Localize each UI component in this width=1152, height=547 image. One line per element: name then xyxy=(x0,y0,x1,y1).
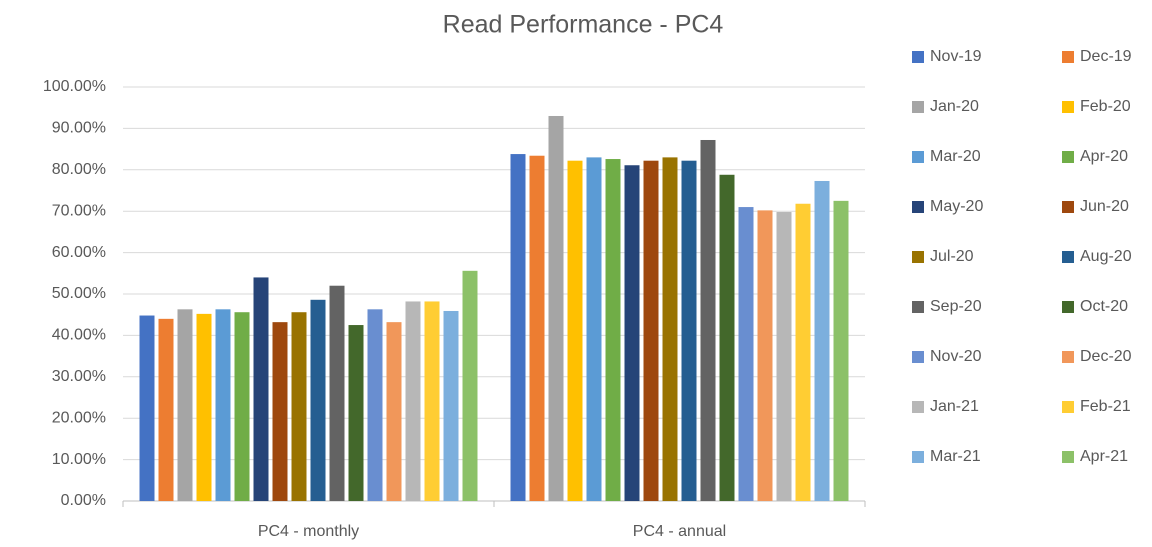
legend-swatch xyxy=(1062,51,1074,63)
legend-swatch xyxy=(912,401,924,413)
bar xyxy=(700,139,716,501)
legend-swatch xyxy=(912,451,924,463)
y-tick-label: 20.00% xyxy=(52,409,106,426)
bar xyxy=(462,270,478,501)
legend-label: Jan-20 xyxy=(930,98,979,115)
bar xyxy=(681,160,697,501)
bar xyxy=(291,312,307,501)
legend-swatch xyxy=(912,51,924,63)
bar xyxy=(272,322,288,501)
legend-swatch xyxy=(1062,151,1074,163)
bar xyxy=(719,174,735,501)
legend-swatch xyxy=(1062,101,1074,113)
y-tick-label: 10.00% xyxy=(52,451,106,468)
legend-label: Dec-20 xyxy=(1080,348,1132,365)
legend-swatch xyxy=(912,151,924,163)
legend-label: Nov-19 xyxy=(930,48,982,65)
bar xyxy=(833,200,849,501)
y-tick-label: 40.00% xyxy=(52,327,106,344)
legend-swatch xyxy=(1062,201,1074,213)
bar xyxy=(757,210,773,501)
legend-swatch xyxy=(1062,301,1074,313)
legend-swatch xyxy=(912,101,924,113)
legend-swatch xyxy=(1062,451,1074,463)
bar xyxy=(348,325,364,501)
legend-label: Jan-21 xyxy=(930,398,979,415)
y-tick-label: 100.00% xyxy=(43,78,106,95)
legend-label: Mar-21 xyxy=(930,448,981,465)
bar xyxy=(234,312,250,501)
y-tick-label: 60.00% xyxy=(52,244,106,261)
x-tick-label: PC4 - annual xyxy=(633,523,726,540)
bar xyxy=(624,165,640,501)
chart-title: Read Performance - PC4 xyxy=(443,11,724,39)
legend-swatch xyxy=(1062,351,1074,363)
legend-swatch xyxy=(912,301,924,313)
bar xyxy=(605,159,621,501)
y-tick-label: 0.00% xyxy=(61,492,106,509)
legend-label: May-20 xyxy=(930,198,983,215)
legend-label: Apr-21 xyxy=(1080,448,1128,465)
legend-label: Dec-19 xyxy=(1080,48,1132,65)
bar xyxy=(405,301,421,501)
bar xyxy=(643,160,659,501)
legend-label: Mar-20 xyxy=(930,148,981,165)
legend-label: Jul-20 xyxy=(930,248,974,265)
legend-label: Nov-20 xyxy=(930,348,982,365)
bar xyxy=(443,310,459,501)
bar xyxy=(177,309,193,501)
legend-label: Oct-20 xyxy=(1080,298,1128,315)
x-tick-label: PC4 - monthly xyxy=(258,523,359,540)
legend-label: Apr-20 xyxy=(1080,148,1128,165)
bar xyxy=(196,313,212,501)
bar xyxy=(215,309,231,501)
legend-swatch xyxy=(912,251,924,263)
legend-label: Feb-21 xyxy=(1080,398,1131,415)
legend-swatch xyxy=(1062,251,1074,263)
y-tick-label: 90.00% xyxy=(52,120,106,137)
y-tick-label: 80.00% xyxy=(52,161,106,178)
bar xyxy=(776,212,792,501)
bar xyxy=(814,180,830,501)
bar xyxy=(795,203,811,502)
legend-label: Sep-20 xyxy=(930,298,982,315)
bar xyxy=(329,285,345,501)
y-tick-label: 70.00% xyxy=(52,202,106,219)
legend-label: Feb-20 xyxy=(1080,98,1131,115)
bar xyxy=(738,207,754,501)
y-tick-label: 50.00% xyxy=(52,285,106,302)
bar xyxy=(567,160,583,501)
bar xyxy=(139,315,155,501)
bar xyxy=(367,309,383,501)
bar xyxy=(310,299,326,501)
legend-swatch xyxy=(1062,401,1074,413)
bar xyxy=(386,322,402,501)
y-tick-label: 30.00% xyxy=(52,368,106,385)
bar xyxy=(510,154,526,501)
bar xyxy=(424,301,440,501)
bar xyxy=(253,277,269,501)
legend-label: Aug-20 xyxy=(1080,248,1132,265)
bar xyxy=(158,318,174,501)
bar xyxy=(548,115,564,501)
bar xyxy=(529,155,545,501)
bar xyxy=(662,157,678,501)
legend-swatch xyxy=(912,351,924,363)
legend-label: Jun-20 xyxy=(1080,198,1129,215)
legend-swatch xyxy=(912,201,924,213)
bar xyxy=(586,157,602,501)
